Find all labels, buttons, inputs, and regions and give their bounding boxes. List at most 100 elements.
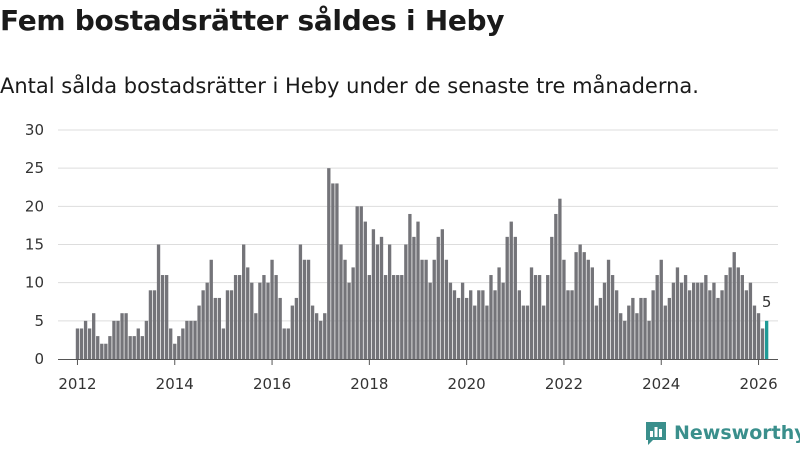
chart-title: Fem bostadsrätter såldes i Heby — [0, 4, 505, 37]
bar — [351, 267, 355, 359]
bar — [436, 236, 440, 359]
bar — [237, 275, 242, 359]
bar — [189, 320, 193, 359]
bar — [582, 252, 586, 359]
bar — [509, 221, 513, 359]
bar — [246, 267, 250, 359]
bar — [92, 313, 96, 359]
bar — [675, 267, 680, 359]
bar — [400, 275, 404, 359]
x-tick-label: 2022 — [545, 375, 583, 393]
bar — [314, 313, 319, 359]
bar — [752, 305, 757, 359]
bar — [728, 267, 732, 359]
bar — [671, 282, 676, 359]
bar — [542, 305, 546, 359]
bar — [590, 267, 594, 359]
x-tick-label: 2016 — [253, 375, 291, 393]
newsworthy-brand: Newsworthy — [644, 420, 800, 446]
bar — [144, 320, 149, 359]
bar — [736, 267, 740, 359]
bar — [306, 259, 311, 359]
bar — [456, 297, 461, 359]
y-tick-label: 30 — [25, 121, 44, 139]
bar — [428, 282, 432, 359]
bar — [720, 290, 724, 359]
bar — [521, 305, 526, 359]
bar — [416, 221, 420, 359]
bar — [262, 275, 266, 359]
bar — [477, 290, 481, 359]
bar — [140, 336, 144, 359]
bar — [270, 259, 274, 359]
bar — [404, 244, 408, 359]
bar — [602, 282, 607, 359]
bar — [136, 328, 140, 359]
bar — [177, 336, 181, 359]
bar — [160, 275, 165, 359]
bar — [310, 305, 315, 359]
bar — [412, 236, 416, 359]
bar — [489, 275, 493, 359]
bar — [635, 313, 639, 359]
bar — [606, 259, 611, 359]
bar — [501, 282, 505, 359]
bar — [546, 275, 550, 359]
bar — [687, 290, 692, 359]
bar — [732, 252, 736, 359]
bar — [740, 275, 744, 359]
bar — [481, 290, 485, 359]
bar — [744, 290, 749, 359]
brand-name: Newsworthy — [674, 422, 800, 444]
bar — [331, 183, 335, 359]
bar — [550, 236, 554, 359]
bar — [623, 320, 627, 359]
bar — [598, 297, 603, 359]
bar — [562, 259, 566, 359]
bar — [452, 290, 457, 359]
data-labels: 5 — [762, 293, 772, 311]
bar — [578, 244, 582, 359]
bar — [363, 221, 367, 359]
y-axis-ticks: 0 5 10 15 20 25 30 — [25, 121, 44, 368]
bar — [663, 305, 667, 359]
bar — [525, 305, 530, 359]
bar — [570, 290, 574, 359]
bar — [169, 328, 173, 359]
y-tick-label: 10 — [25, 274, 44, 292]
bar — [619, 313, 623, 359]
bar — [375, 244, 380, 359]
bar — [347, 282, 351, 359]
bar — [679, 282, 684, 359]
bar — [258, 282, 262, 359]
bar — [639, 297, 643, 359]
bar — [485, 305, 489, 359]
bar — [371, 229, 376, 359]
bar — [704, 275, 708, 359]
bar — [75, 328, 80, 359]
bar — [213, 297, 217, 359]
bar — [250, 282, 254, 359]
bar — [497, 267, 501, 359]
bar — [566, 290, 570, 359]
bar — [294, 297, 299, 359]
bar — [242, 244, 246, 359]
chart-subtitle: Antal sålda bostadsrätter i Heby under d… — [0, 74, 699, 98]
bar — [355, 206, 359, 359]
bar — [659, 259, 663, 359]
bar — [643, 297, 647, 359]
bar — [424, 259, 428, 359]
bar — [708, 290, 712, 359]
x-axis: 2012 2014 2016 2018 2020 2022 2024 2026 — [58, 359, 778, 393]
bar — [448, 282, 453, 359]
bar — [537, 275, 542, 359]
bar — [756, 313, 761, 359]
bar — [594, 305, 599, 359]
bar — [116, 320, 120, 359]
bar — [128, 336, 132, 359]
bar — [286, 328, 290, 359]
y-tick-label: 5 — [34, 312, 44, 330]
bar — [225, 290, 230, 359]
bar — [396, 275, 400, 359]
bar — [201, 290, 205, 359]
